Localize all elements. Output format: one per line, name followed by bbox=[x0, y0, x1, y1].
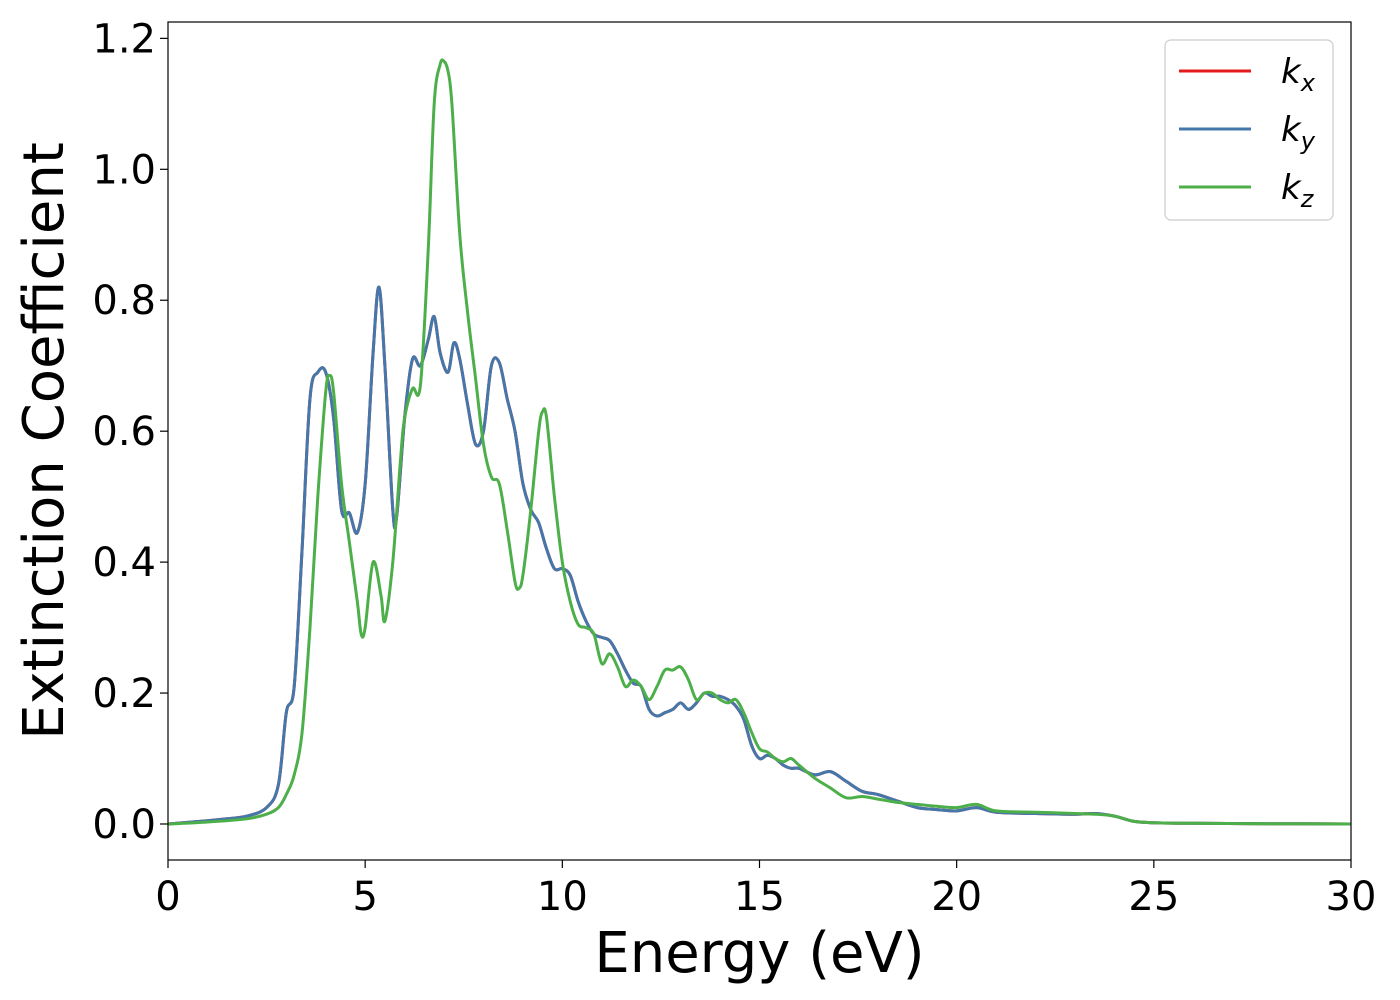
x-tick-label: 20 bbox=[931, 874, 982, 920]
y-axis-label: Extinction Coefficient bbox=[12, 142, 77, 740]
x-tick-label: 30 bbox=[1326, 874, 1377, 920]
series-line-ky bbox=[168, 285, 1351, 826]
y-tick-label: 1.0 bbox=[92, 147, 156, 193]
x-tick-label: 0 bbox=[155, 874, 180, 920]
x-tick-label: 25 bbox=[1128, 874, 1179, 920]
x-tick-label: 5 bbox=[352, 874, 377, 920]
x-axis-label: Energy (eV) bbox=[594, 921, 924, 986]
series-line-kz bbox=[168, 58, 1351, 826]
y-tick-label: 0.6 bbox=[92, 409, 156, 455]
legend-label-kz: kz bbox=[1281, 168, 1315, 213]
legend-label-kx: kx bbox=[1281, 52, 1316, 97]
y-tick-label: 0.2 bbox=[92, 671, 156, 717]
legend: kx ky kz bbox=[1164, 39, 1334, 221]
x-tick-label: 15 bbox=[734, 874, 785, 920]
y-tick-label: 1.2 bbox=[92, 16, 156, 62]
x-axis-ticks: 0 5 10 15 20 25 30 bbox=[155, 860, 1376, 920]
x-tick-label: 10 bbox=[537, 874, 588, 920]
legend-label-ky: ky bbox=[1281, 110, 1316, 155]
y-tick-label: 0.0 bbox=[92, 802, 156, 848]
y-tick-label: 0.4 bbox=[92, 540, 156, 586]
y-axis-ticks: 0.0 0.2 0.4 0.6 0.8 1.0 1.2 bbox=[92, 16, 168, 848]
y-tick-label: 0.8 bbox=[92, 278, 156, 324]
plot-lines bbox=[168, 58, 1351, 826]
